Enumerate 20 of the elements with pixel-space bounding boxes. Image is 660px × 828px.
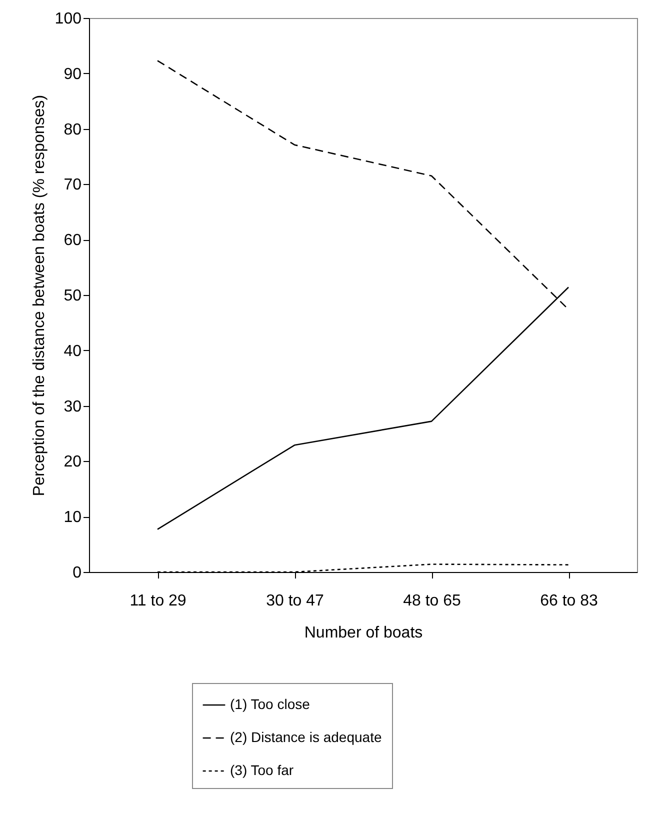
- legend-label: (2) Distance is adequate: [230, 729, 382, 745]
- y-tick-label: 10: [64, 509, 82, 526]
- x-tick-label: 48 to 65: [403, 592, 462, 610]
- y-tick-label: 80: [64, 121, 82, 138]
- legend-label: (1) Too close: [230, 696, 310, 712]
- x-axis-title: Number of boats: [304, 624, 423, 642]
- x-tick-label: 66 to 83: [540, 592, 598, 610]
- y-tick-label: 40: [64, 342, 82, 360]
- y-tick-label: 70: [64, 176, 82, 194]
- legend-label: (3) Too far: [230, 762, 294, 778]
- y-tick-label: 90: [64, 66, 82, 83]
- y-tick-label: 30: [64, 398, 82, 416]
- y-tick-label: 50: [64, 288, 82, 304]
- x-tick-label: 11 to 29: [130, 592, 186, 610]
- y-tick-label: 20: [64, 454, 82, 471]
- y-axis-title: Perception of the distance between boats (% responses): [30, 94, 48, 496]
- y-tick-label: 100: [54, 10, 82, 28]
- x-tick-label: 30 to 47: [266, 592, 324, 610]
- y-tick-label: 60: [64, 232, 82, 250]
- y-tick-label: 0: [72, 564, 82, 582]
